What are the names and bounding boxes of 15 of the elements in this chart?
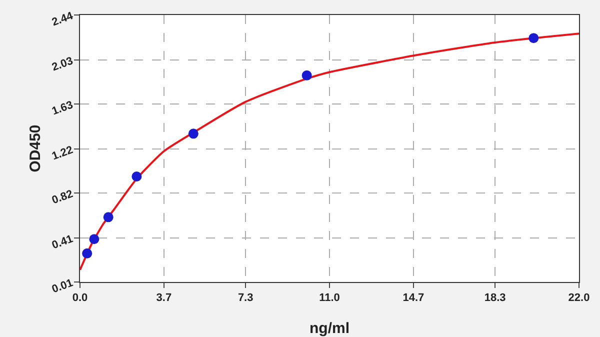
x-tick-label: 11.0 bbox=[319, 292, 340, 304]
y-tick-label: 1.22 bbox=[50, 144, 75, 163]
x-tick-label: 3.7 bbox=[156, 292, 172, 304]
y-tick-label: 0.82 bbox=[50, 188, 75, 207]
x-tick-label: 22.0 bbox=[568, 292, 590, 304]
y-axis-title: OD450 bbox=[27, 124, 44, 172]
x-tick-label: 18.3 bbox=[484, 292, 506, 304]
y-tick-label: 2.03 bbox=[50, 55, 75, 74]
y-tick-label: 1.63 bbox=[50, 99, 75, 118]
x-tick-label: 0.0 bbox=[72, 292, 88, 304]
y-tick-label: 0.41 bbox=[50, 233, 75, 252]
x-tick-label: 7.3 bbox=[238, 292, 254, 304]
x-tick-label: 14.7 bbox=[402, 292, 424, 304]
y-tick-label: 2.44 bbox=[50, 10, 76, 29]
x-axis-title: ng/ml bbox=[310, 320, 350, 337]
